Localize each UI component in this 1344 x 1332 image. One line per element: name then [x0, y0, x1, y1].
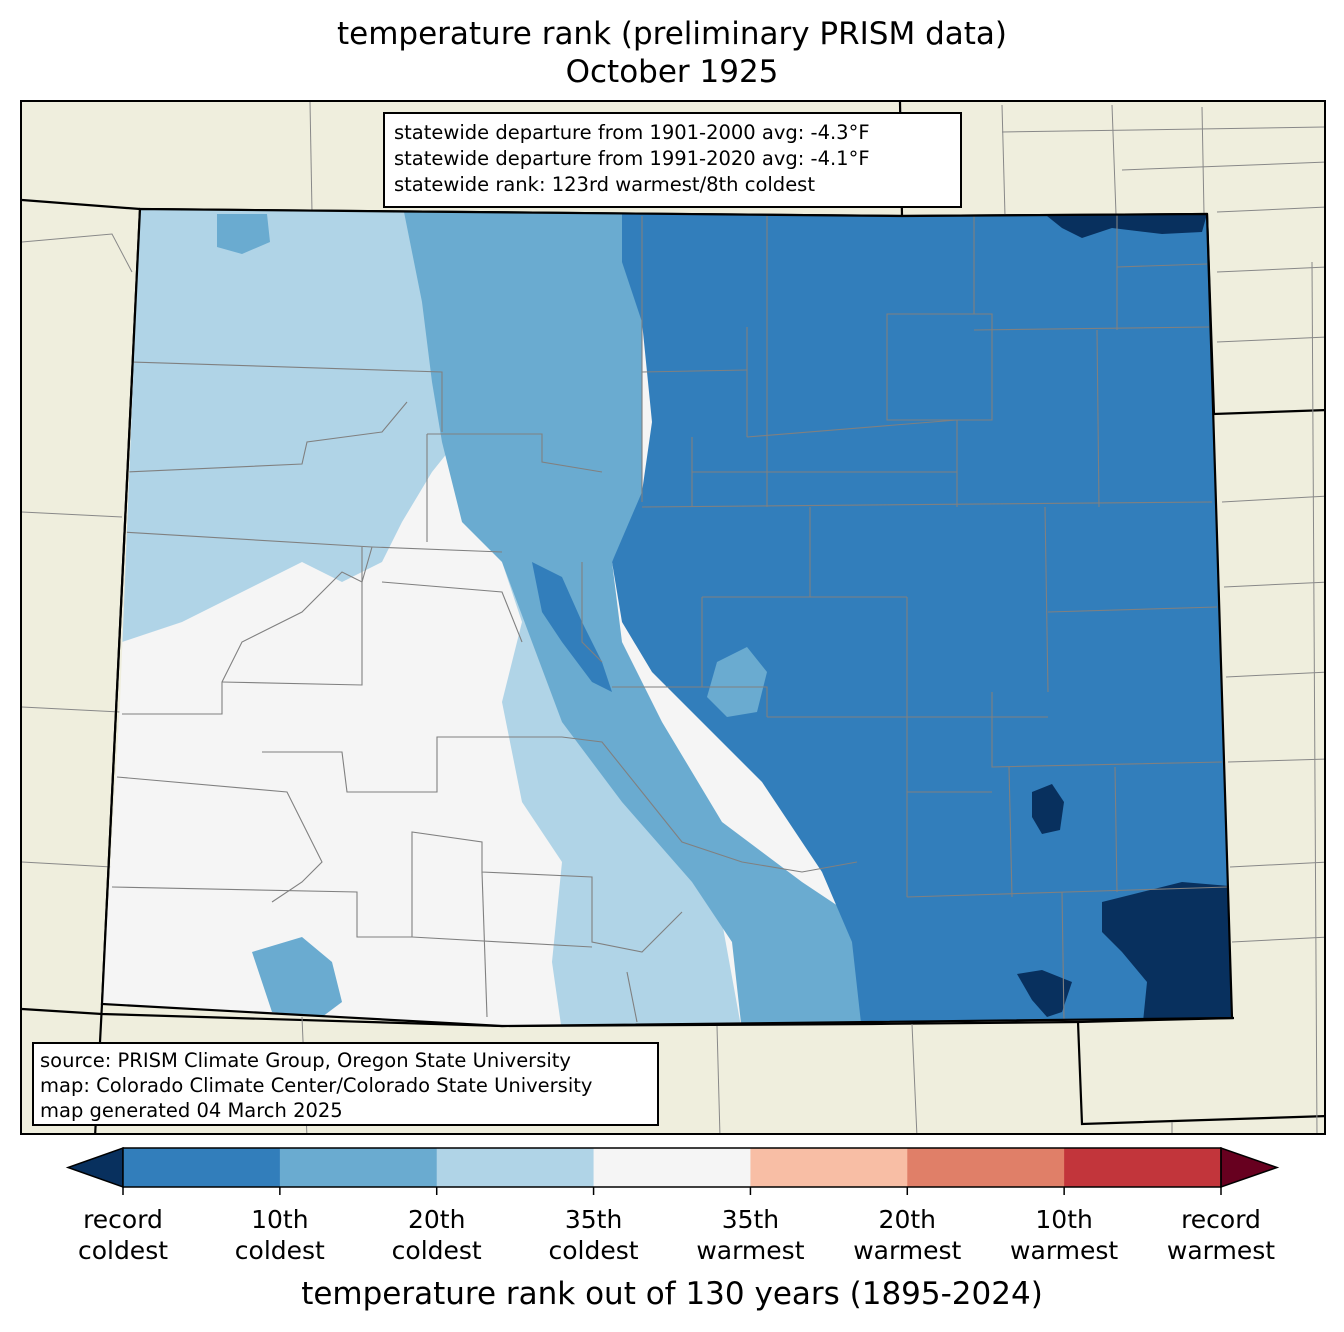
region-1-10-coldest-mountain-pocket: [532, 562, 612, 692]
colorbar-segment: [593, 1148, 751, 1187]
departure-1991-2020: statewide departure from 1991-2020 avg: …: [394, 147, 870, 170]
generated-date-line: map generated 04 March 2025: [40, 1099, 343, 1122]
map-credit-line: map: Colorado Climate Center/Colorado St…: [40, 1074, 593, 1097]
colorbar-cold-extension: [65, 1146, 124, 1189]
departure-1901-2000: statewide departure from 1901-2000 avg: …: [394, 121, 870, 144]
colorado-state-border: [100, 207, 1234, 1028]
neighbor-county-lines: [22, 102, 1324, 1133]
tick-label-line1: 10th: [1035, 1205, 1093, 1234]
tick-label-line1: 20th: [878, 1205, 937, 1234]
tick-label-line2: coldest: [548, 1236, 639, 1265]
region-10-20-coldest-northwest: [217, 214, 270, 254]
statewide-stats-box: statewide departure from 1901-2000 avg: …: [383, 112, 962, 208]
region-record-coldest-ne: [1047, 214, 1207, 238]
tick-label-line1: 10th: [251, 1205, 309, 1234]
tick-label-line2: coldest: [391, 1236, 482, 1265]
colorado-county-lines: [111, 214, 1229, 1023]
colorbar-segment: [907, 1148, 1065, 1187]
region-10-20-coldest-pocket-east: [707, 647, 767, 717]
region-20-35-coldest-north: [102, 209, 522, 642]
colorbar-tick-label: 35th warmest: [675, 1204, 825, 1266]
colorbar-tick-label: 35th coldest: [519, 1204, 669, 1266]
tick-label-line2: coldest: [234, 1236, 325, 1265]
tick-label-line1: 20th: [407, 1205, 466, 1234]
tick-label-line1: 35th: [721, 1205, 780, 1234]
colorbar: [65, 1146, 1280, 1195]
colorbar-segments: [123, 1148, 1222, 1187]
source-box: source: PRISM Climate Group, Oregon Stat…: [32, 1042, 659, 1126]
tick-label-line2: warmest: [1010, 1236, 1119, 1265]
colorbar-warm-extension: [1220, 1146, 1280, 1189]
colorbar-ticks: [122, 1187, 1222, 1195]
colorbar-tick-label: 10th warmest: [989, 1204, 1139, 1266]
tick-label-line2: warmest: [853, 1236, 962, 1265]
tick-label-line2: warmest: [696, 1236, 805, 1265]
colorbar-tick-label: record coldest: [48, 1204, 198, 1266]
region-record-coldest-spot: [1032, 784, 1064, 834]
colorbar-outline: [122, 1147, 1222, 1188]
map-canvas: [22, 102, 1324, 1133]
source-line: source: PRISM Climate Group, Oregon Stat…: [40, 1049, 571, 1072]
colorbar-tick-label: 10th coldest: [205, 1204, 355, 1266]
colorbar-segment: [750, 1148, 908, 1187]
tick-label-line1: 35th: [564, 1205, 623, 1234]
colorbar-segment: [123, 1148, 281, 1187]
map-frame: [20, 100, 1326, 1135]
map-subtitle-month: October 1925: [565, 54, 779, 90]
oklahoma-border: [1076, 1021, 1324, 1126]
tick-label-line2: warmest: [1166, 1236, 1276, 1265]
region-record-coldest-se-lobe: [1017, 970, 1072, 1017]
colorbar-segment: [279, 1148, 438, 1187]
region-10-20-coldest-southwest: [252, 937, 342, 1017]
colorbar-tick-label: record warmest: [1146, 1204, 1296, 1266]
region-1-10-coldest-east: [612, 209, 1232, 1026]
region-record-coldest-se: [1102, 882, 1232, 1026]
tick-label-line1: record: [83, 1205, 163, 1234]
nebraska-border: [1205, 213, 1324, 416]
colorbar-label: temperature rank out of 130 years (1895-…: [301, 1276, 1043, 1312]
colorbar-segment: [1064, 1148, 1222, 1187]
tick-label-line2: coldest: [77, 1236, 169, 1265]
colorbar-tick-label: 20th coldest: [362, 1204, 512, 1266]
colorado-rank-fill: [102, 209, 1232, 1026]
colorbar-segment: [436, 1148, 595, 1187]
colorbar-tick-label: 20th warmest: [832, 1204, 982, 1266]
region-10-20-coldest-front-range: [402, 209, 862, 1026]
tick-label-line1: record: [1181, 1205, 1261, 1234]
map-title: temperature rank (preliminary PRISM data…: [336, 16, 1007, 52]
statewide-rank: statewide rank: 123rd warmest/8th coldes…: [394, 173, 815, 196]
